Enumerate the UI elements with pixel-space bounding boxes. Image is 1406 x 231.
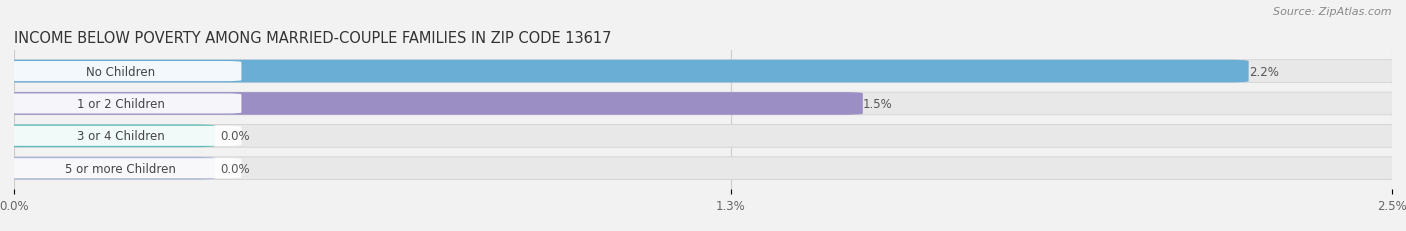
FancyBboxPatch shape <box>0 157 215 180</box>
FancyBboxPatch shape <box>0 61 1406 83</box>
Text: 1 or 2 Children: 1 or 2 Children <box>77 97 165 110</box>
FancyBboxPatch shape <box>0 93 1406 115</box>
FancyBboxPatch shape <box>0 125 215 148</box>
Text: 0.0%: 0.0% <box>221 130 250 143</box>
Text: 5 or more Children: 5 or more Children <box>66 162 176 175</box>
FancyBboxPatch shape <box>0 126 242 146</box>
Text: INCOME BELOW POVERTY AMONG MARRIED-COUPLE FAMILIES IN ZIP CODE 13617: INCOME BELOW POVERTY AMONG MARRIED-COUPL… <box>14 30 612 46</box>
Text: Source: ZipAtlas.com: Source: ZipAtlas.com <box>1274 7 1392 17</box>
FancyBboxPatch shape <box>0 125 1406 148</box>
FancyBboxPatch shape <box>0 157 1406 180</box>
FancyBboxPatch shape <box>0 94 242 114</box>
FancyBboxPatch shape <box>0 62 242 82</box>
FancyBboxPatch shape <box>0 61 1249 83</box>
Text: 1.5%: 1.5% <box>863 97 893 110</box>
FancyBboxPatch shape <box>0 158 242 179</box>
FancyBboxPatch shape <box>0 93 863 115</box>
Text: 3 or 4 Children: 3 or 4 Children <box>77 130 165 143</box>
Text: No Children: No Children <box>86 65 156 78</box>
Text: 0.0%: 0.0% <box>221 162 250 175</box>
Text: 2.2%: 2.2% <box>1249 65 1278 78</box>
